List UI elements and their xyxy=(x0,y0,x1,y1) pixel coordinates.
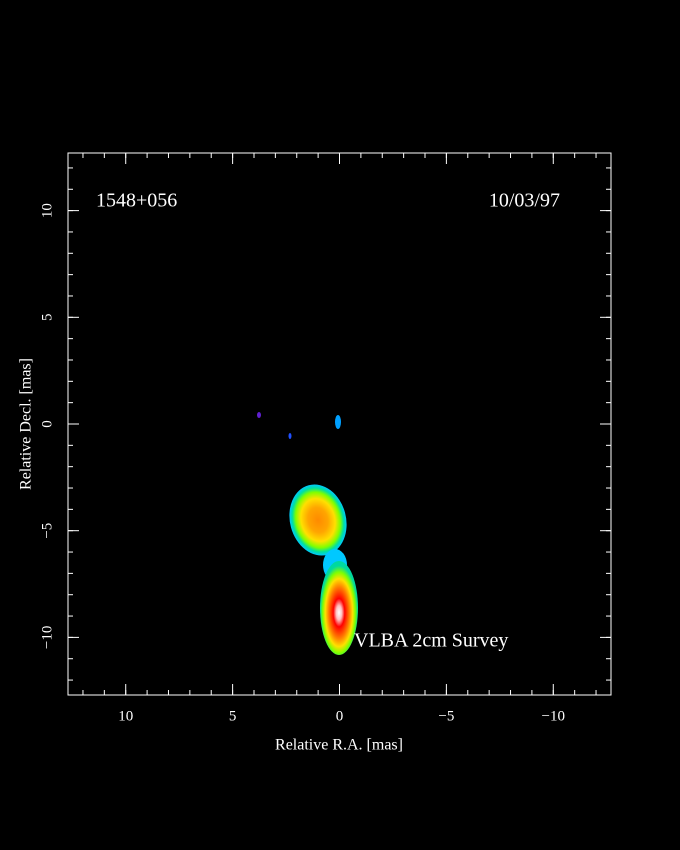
source-name: 1548+056 xyxy=(96,190,177,212)
faint-component xyxy=(288,433,292,439)
y-tick-label: 5 xyxy=(39,314,55,322)
source-image xyxy=(257,412,358,655)
y-axis-label: Relative Decl. [mas] xyxy=(18,358,35,490)
y-tick-label: 0 xyxy=(39,420,55,428)
y-tick-label: −10 xyxy=(39,626,55,649)
jet-component xyxy=(289,484,347,556)
faint-component xyxy=(257,412,261,418)
x-tick-label: 0 xyxy=(336,708,344,724)
x-tick-label: −10 xyxy=(542,708,565,724)
core-component xyxy=(320,561,358,655)
y-tick-label: −5 xyxy=(39,523,55,539)
x-tick-label: −5 xyxy=(438,708,454,724)
x-tick-label: 5 xyxy=(229,708,237,724)
x-axis-label: Relative R.A. [mas] xyxy=(275,737,403,754)
epoch-date: 10/03/97 xyxy=(489,190,560,212)
faint-component xyxy=(335,415,341,429)
x-tick-label: 10 xyxy=(118,708,133,724)
y-tick-label: 10 xyxy=(39,203,55,218)
survey-annotation: VLBA 2cm Survey xyxy=(354,630,508,652)
